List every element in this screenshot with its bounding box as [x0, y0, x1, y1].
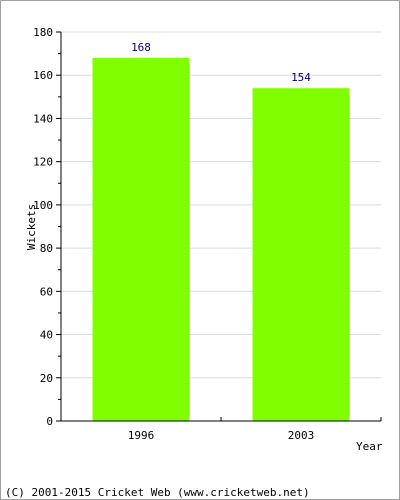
- bar: [252, 88, 350, 421]
- y-tick-label: 180: [33, 26, 53, 39]
- data-label: 154: [291, 71, 311, 84]
- bars: [92, 57, 350, 421]
- copyright-text: (C) 2001-2015 Cricket Web (www.cricketwe…: [5, 486, 310, 499]
- x-tick-label: 2003: [288, 429, 315, 442]
- y-tick-label: 80: [40, 242, 53, 255]
- bar-chart: 168 1996 154 2003 0 20 40 60 80 100 120 140 160 180 W…: [25, 26, 383, 453]
- y-tick-label: 100: [33, 199, 53, 212]
- y-tick-label: 160: [33, 69, 53, 82]
- axes: [56, 31, 382, 422]
- y-tick-label: 20: [40, 372, 53, 385]
- y-tick-label: 140: [33, 112, 53, 125]
- data-label: 168: [131, 41, 151, 54]
- y-tick-label: 120: [33, 156, 53, 169]
- x-tick-label: 1996: [128, 429, 155, 442]
- bar: [92, 57, 190, 421]
- y-tick-label: 40: [40, 329, 53, 342]
- y-tick-label: 0: [46, 415, 53, 428]
- y-axis-title: Wickets: [25, 204, 38, 250]
- x-axis-title: Year: [356, 440, 383, 453]
- labels: 168 1996 154 2003 0 20 40 60 80 100 120 140 160 180: [33, 26, 314, 442]
- y-tick-label: 60: [40, 285, 53, 298]
